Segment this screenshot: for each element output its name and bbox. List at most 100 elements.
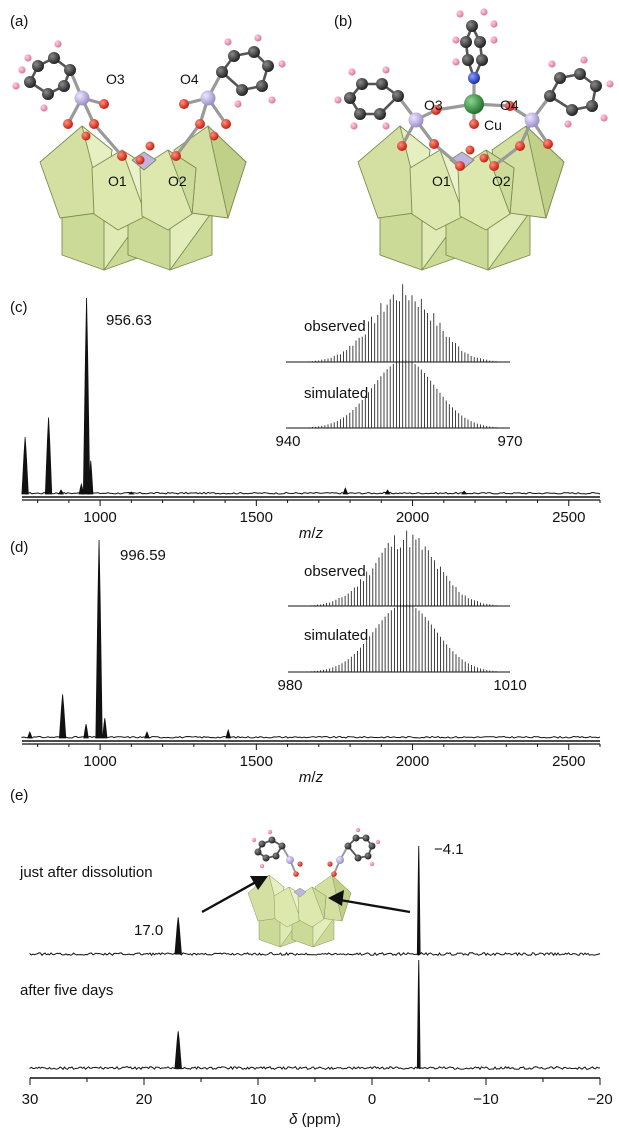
spectrum-peak [225, 728, 231, 739]
oxygen-atoms [63, 99, 231, 165]
peak-label-minus-4-1: −4.1 [434, 841, 464, 858]
x-tick-label: 2500 [552, 509, 585, 526]
peak-label-17: 17.0 [134, 922, 163, 939]
trace-label-after-five-days: after five days [20, 982, 113, 999]
x-tick-label: 1500 [240, 509, 273, 526]
inset-tick-label-c-high: 970 [497, 433, 522, 450]
x-tick-label: 30 [22, 1091, 39, 1108]
phenyl-ring-left [334, 66, 404, 130]
atom-label-o3: O3 [106, 71, 125, 87]
panel-e: (e) just after dissolution after five da… [10, 787, 613, 1128]
arrow-to-phosphate [328, 890, 411, 914]
isotope-pattern-observed-c [286, 284, 510, 363]
x-axis-title: δ (ppm) [289, 1111, 341, 1128]
x-tick-label: 10 [250, 1091, 267, 1108]
spectrum-peak [144, 731, 150, 739]
peak-label-c: 956.63 [106, 312, 152, 329]
x-tick-label: 1500 [240, 753, 273, 770]
spectrum-peak [384, 489, 391, 495]
phosphorus-atom [200, 90, 216, 106]
x-axis-e: 30 20 10 0 −10 −20 δ (ppm) [22, 1077, 613, 1128]
inset-tick-label-d-high: 1010 [493, 677, 526, 694]
inset-tick-label-d-low: 980 [277, 677, 302, 694]
panel-b-label: (b) [334, 13, 352, 30]
nmr-trace-after-five-days [29, 959, 601, 1071]
mass-spectrum-c [21, 297, 601, 495]
spectrum-peak [44, 417, 53, 495]
panel-d-label: (d) [10, 539, 28, 556]
inset-simulated-label-c: simulated [304, 385, 368, 402]
nmr-peak [174, 917, 182, 955]
spectrum-peak [21, 437, 29, 495]
spectrum-baseline [21, 491, 601, 495]
phosphorus-atom [408, 112, 424, 128]
spectrum-peak [128, 491, 135, 495]
atom-label-o1: O1 [432, 173, 451, 189]
x-tick-label: 2500 [552, 753, 585, 770]
nmr-peak [416, 845, 421, 955]
nmr-baseline [29, 951, 601, 957]
isotope-pattern-observed-d [288, 530, 510, 607]
inset-simulated-label-d: simulated [304, 627, 368, 644]
x-tick-label: 2000 [396, 753, 429, 770]
isotope-pattern-simulated-d [288, 604, 510, 673]
spectrum-peak [461, 490, 468, 495]
peak-label-d: 996.59 [120, 547, 166, 564]
nmr-baseline [29, 1065, 601, 1071]
polyoxometalate-cluster [39, 125, 247, 271]
atom-label-o4: O4 [180, 71, 199, 87]
x-axis-d: 1000 1500 2000 2500 m/z [22, 740, 601, 786]
x-tick-label: 2000 [396, 509, 429, 526]
phenyl-ring-left [12, 40, 76, 112]
phenyl-ring-right [544, 56, 614, 128]
nmr-peak [416, 959, 421, 1069]
phosphorus-atom [74, 90, 90, 106]
inset-observed-label-c: observed [304, 318, 366, 335]
copper-atom [464, 94, 484, 114]
phosphorus-atom [524, 112, 540, 128]
spectrum-peak [78, 482, 85, 495]
spectrum-peak [27, 731, 33, 739]
spectrum-peak [83, 724, 89, 739]
atom-label-o3: O3 [424, 97, 443, 113]
x-axis-c: 1000 1500 2000 2500 m/z [22, 496, 601, 542]
nmr-peak [174, 1031, 182, 1069]
arrow-to-phosphonate [201, 876, 268, 914]
pyridine-ligand [452, 8, 498, 84]
x-tick-label: 20 [136, 1091, 153, 1108]
spectrum-baseline [21, 735, 601, 739]
inset-tick-label-c-low: 940 [275, 433, 300, 450]
mass-spectrum-d [21, 539, 601, 739]
trace-label-just-after-dissolution: just after dissolution [19, 864, 153, 881]
panel-b: (b) [334, 8, 614, 271]
atom-label-o2: O2 [168, 173, 187, 189]
spectrum-peak [88, 460, 94, 495]
cluster-illustration [247, 827, 381, 948]
spectrum-peak [102, 718, 108, 739]
panel-c-label: (c) [10, 299, 28, 316]
x-tick-label: −20 [587, 1091, 612, 1108]
nmr-trace-just-after-dissolution [29, 845, 601, 957]
x-axis-title: m/z [299, 525, 324, 542]
x-tick-label: 1000 [83, 753, 116, 770]
polyoxometalate-cluster [357, 125, 565, 271]
spectrum-peak [58, 694, 67, 739]
phenyl-ring-right [216, 34, 286, 108]
inset-observed-label-d: observed [304, 563, 366, 580]
atom-label-cu: Cu [484, 117, 502, 133]
atom-label-o1: O1 [108, 173, 127, 189]
x-tick-label: 0 [368, 1091, 376, 1108]
x-tick-label: −10 [473, 1091, 498, 1108]
panel-e-label: (e) [10, 787, 28, 804]
isotope-pattern-simulated-c [286, 360, 510, 429]
nitrogen-atom [468, 72, 480, 84]
spectrum-peak [342, 487, 349, 495]
x-axis-title: m/z [299, 769, 324, 786]
atom-label-o4: O4 [500, 97, 519, 113]
atom-label-o2: O2 [492, 173, 511, 189]
oxygen-atoms [397, 101, 553, 171]
panel-a: (a) [10, 13, 286, 271]
